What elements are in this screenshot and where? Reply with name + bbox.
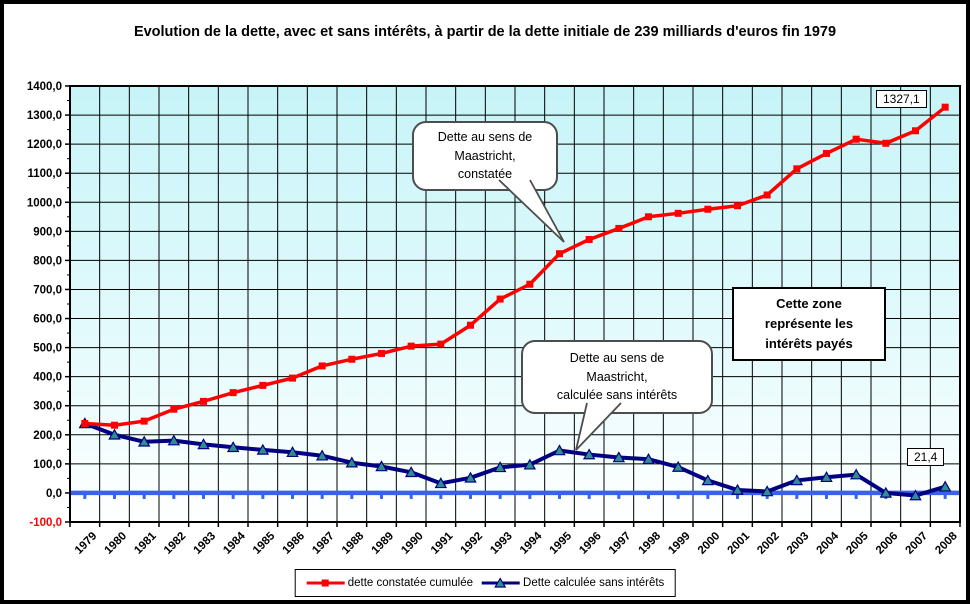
svg-text:2002: 2002 bbox=[755, 530, 782, 557]
svg-text:1400,0: 1400,0 bbox=[27, 81, 62, 93]
svg-text:1987: 1987 bbox=[310, 530, 337, 557]
svg-text:1994: 1994 bbox=[518, 530, 545, 557]
series-dette-constatee bbox=[81, 103, 949, 429]
legend-red-marker bbox=[321, 579, 329, 587]
legend-label: Dette calculée sans intérêts bbox=[523, 577, 665, 589]
zone-note-line: représente les bbox=[764, 315, 854, 331]
svg-text:1989: 1989 bbox=[370, 530, 397, 557]
svg-text:2004: 2004 bbox=[815, 530, 842, 557]
svg-text:-100,0: -100,0 bbox=[29, 517, 62, 529]
svg-text:600,0: 600,0 bbox=[33, 314, 62, 326]
svg-text:2005: 2005 bbox=[844, 530, 871, 557]
callout-line: constatée bbox=[457, 167, 513, 182]
svg-text:1990: 1990 bbox=[399, 530, 426, 557]
x-axis-labels: 1979 1980 1981 1982 1983 1984 1985 1986 1987 1988… bbox=[69, 522, 961, 557]
svg-text:300,0: 300,0 bbox=[33, 401, 62, 413]
svg-text:2001: 2001 bbox=[726, 530, 753, 557]
svg-text:900,0: 900,0 bbox=[33, 226, 62, 238]
legend-navy-marker bbox=[494, 577, 507, 588]
svg-text:1993: 1993 bbox=[488, 530, 515, 557]
y-axis-labels: -100,0 0,0 100,0 200,0 300,0 400,0 500,0 600,0 7… bbox=[27, 81, 70, 529]
callout-line: Dette au sens de bbox=[569, 350, 665, 365]
svg-text:1999: 1999 bbox=[666, 530, 693, 557]
svg-text:0,0: 0,0 bbox=[46, 488, 62, 500]
svg-text:1996: 1996 bbox=[577, 530, 604, 557]
svg-text:1988: 1988 bbox=[340, 530, 367, 557]
callout-line: Maastricht, bbox=[586, 369, 648, 384]
svg-text:1979: 1979 bbox=[73, 530, 100, 557]
svg-text:2006: 2006 bbox=[874, 530, 901, 557]
zone-note-line: intérêts payés bbox=[765, 336, 853, 352]
legend-sample-navy-line-icon bbox=[482, 577, 521, 588]
svg-text:1980: 1980 bbox=[103, 530, 130, 557]
callout-line: Dette au sens de bbox=[437, 129, 533, 144]
zone-note-line: Cette zone bbox=[776, 295, 842, 311]
legend-sample-red-line-icon bbox=[306, 579, 345, 587]
svg-text:1984: 1984 bbox=[221, 530, 248, 557]
svg-text:1986: 1986 bbox=[281, 530, 308, 557]
svg-text:2000: 2000 bbox=[696, 530, 723, 557]
svg-text:200,0: 200,0 bbox=[33, 430, 62, 442]
svg-text:400,0: 400,0 bbox=[33, 372, 62, 384]
legend-item-dette-constatee: dette constatée cumulée bbox=[306, 577, 473, 589]
svg-text:100,0: 100,0 bbox=[33, 459, 62, 471]
svg-text:1982: 1982 bbox=[162, 530, 189, 557]
svg-text:1981: 1981 bbox=[132, 530, 159, 557]
data-label-final-red: 1327,1 bbox=[876, 90, 927, 108]
svg-text:800,0: 800,0 bbox=[33, 255, 62, 267]
svg-text:1300,0: 1300,0 bbox=[27, 110, 62, 122]
interest-zone-note: Cette zone représente les intérêts payés bbox=[732, 287, 886, 361]
svg-text:500,0: 500,0 bbox=[33, 343, 62, 355]
legend-item-dette-sans-interets: Dette calculée sans intérêts bbox=[481, 577, 664, 589]
svg-text:1991: 1991 bbox=[429, 530, 456, 557]
svg-text:1200,0: 1200,0 bbox=[27, 139, 62, 151]
svg-text:1985: 1985 bbox=[251, 530, 278, 557]
svg-text:2008: 2008 bbox=[933, 530, 960, 557]
legend-label: dette constatée cumulée bbox=[347, 577, 474, 589]
svg-text:1983: 1983 bbox=[192, 530, 219, 557]
gridlines bbox=[70, 86, 960, 522]
svg-text:2007: 2007 bbox=[904, 530, 931, 557]
svg-text:1997: 1997 bbox=[607, 530, 634, 557]
svg-text:2003: 2003 bbox=[785, 530, 812, 557]
svg-text:1100,0: 1100,0 bbox=[27, 168, 62, 180]
svg-text:1998: 1998 bbox=[637, 530, 664, 557]
data-label-final-blue: 21,4 bbox=[907, 448, 945, 466]
svg-text:1992: 1992 bbox=[459, 530, 486, 557]
callout-dette-constatee: Dette au sens de Maastricht, constatée bbox=[412, 121, 558, 191]
callout-line: calculée sans intérêts bbox=[556, 388, 678, 403]
svg-text:1995: 1995 bbox=[548, 530, 575, 557]
legend: dette constatée cumulée Dette calculée s… bbox=[294, 569, 676, 597]
svg-text:1000,0: 1000,0 bbox=[27, 197, 62, 209]
chart-title: Evolution de la dette, avec et sans inté… bbox=[133, 24, 837, 40]
zero-line bbox=[70, 490, 960, 499]
svg-text:700,0: 700,0 bbox=[33, 284, 62, 296]
callout-line: Maastricht, bbox=[454, 148, 516, 163]
callout-dette-sans-interets: Dette au sens de Maastricht, calculée sa… bbox=[521, 340, 713, 414]
